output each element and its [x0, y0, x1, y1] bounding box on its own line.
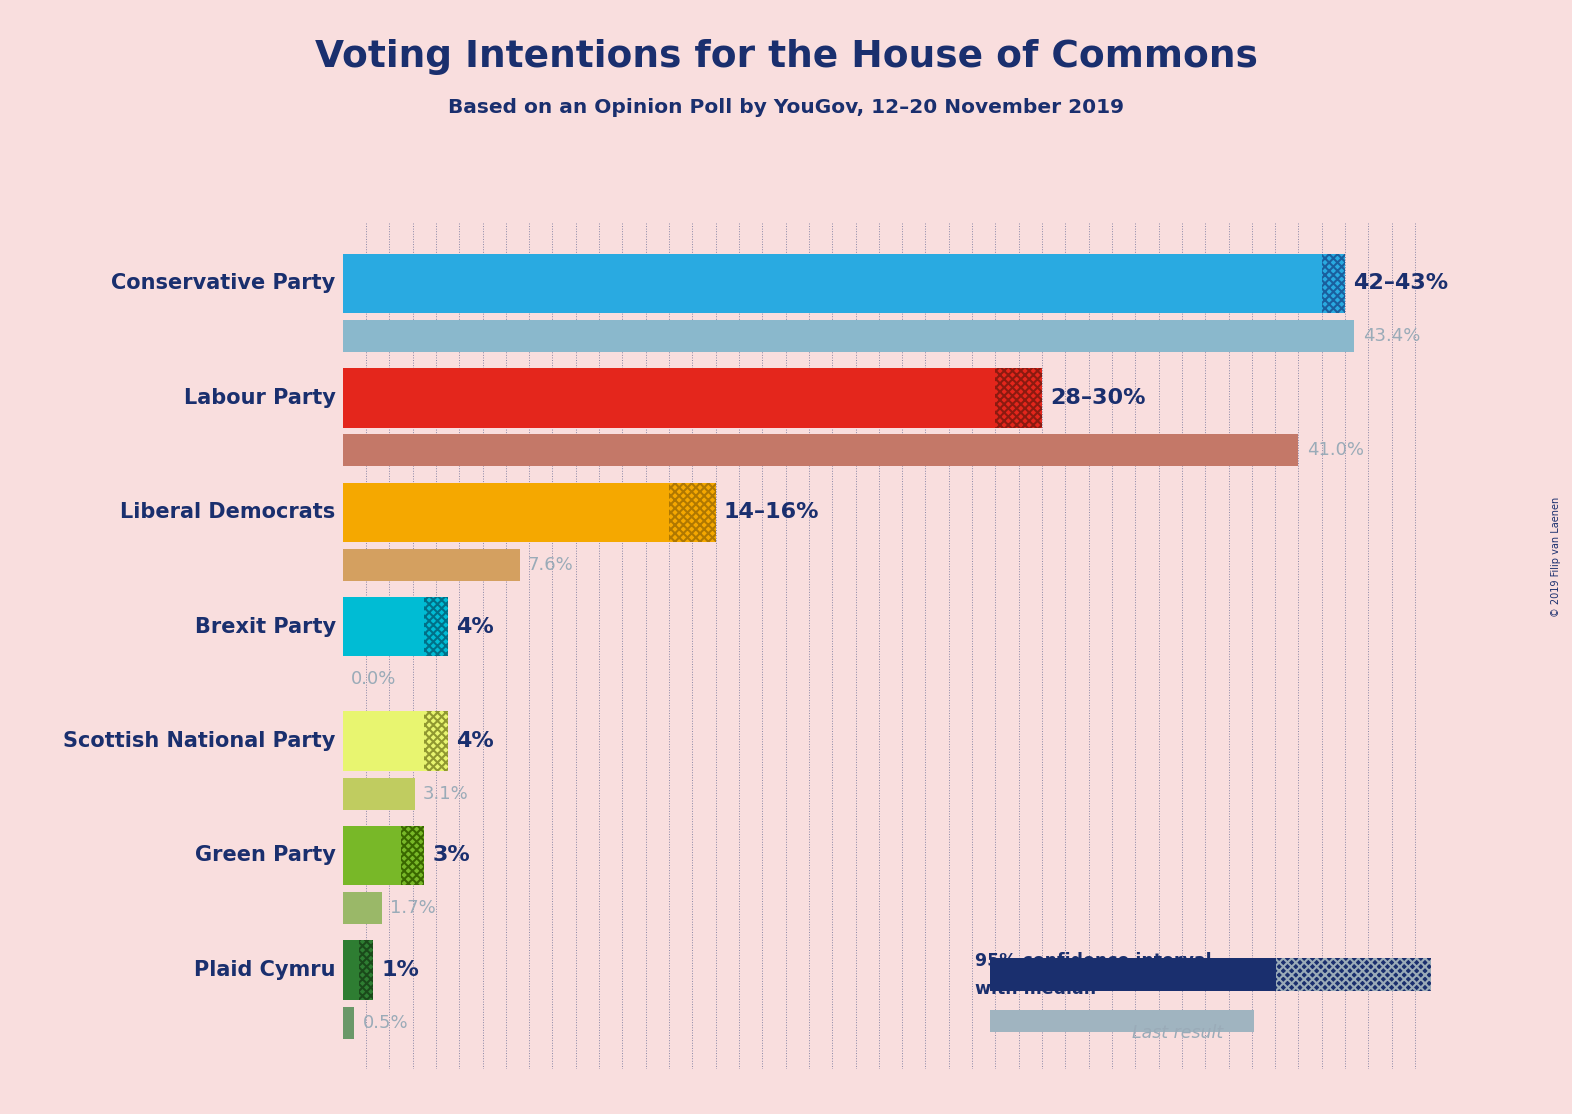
- Bar: [343, 712, 424, 771]
- Bar: [990, 958, 1276, 991]
- Text: 1%: 1%: [380, 960, 420, 980]
- Text: Conservative Party: Conservative Party: [112, 273, 336, 293]
- Bar: [343, 434, 1298, 467]
- Text: 3%: 3%: [432, 846, 470, 866]
- Text: 43.4%: 43.4%: [1363, 328, 1420, 345]
- Bar: [343, 368, 995, 428]
- Bar: [424, 597, 448, 656]
- Bar: [990, 1010, 1254, 1033]
- Bar: [358, 940, 373, 999]
- Bar: [343, 549, 520, 580]
- Bar: [995, 368, 1042, 428]
- Text: 1.7%: 1.7%: [390, 899, 435, 917]
- Bar: [343, 940, 358, 999]
- Text: © 2019 Filip van Laenen: © 2019 Filip van Laenen: [1552, 497, 1561, 617]
- Text: 41.0%: 41.0%: [1306, 441, 1363, 459]
- Bar: [401, 825, 424, 886]
- Text: with median: with median: [975, 980, 1096, 998]
- Bar: [670, 482, 715, 543]
- Bar: [424, 712, 448, 771]
- Text: 0.5%: 0.5%: [363, 1014, 409, 1032]
- Text: 4%: 4%: [456, 617, 494, 637]
- Bar: [1276, 958, 1431, 991]
- Text: 95% confidence interval: 95% confidence interval: [975, 952, 1212, 970]
- Bar: [343, 254, 1322, 313]
- Bar: [343, 892, 382, 925]
- Text: 4%: 4%: [456, 731, 494, 751]
- Text: Based on an Opinion Poll by YouGov, 12–20 November 2019: Based on an Opinion Poll by YouGov, 12–2…: [448, 98, 1124, 117]
- Text: 42–43%: 42–43%: [1353, 273, 1448, 293]
- Bar: [343, 1007, 354, 1038]
- Bar: [343, 778, 415, 810]
- Text: Voting Intentions for the House of Commons: Voting Intentions for the House of Commo…: [314, 39, 1258, 75]
- Text: Green Party: Green Party: [195, 846, 336, 866]
- Text: 7.6%: 7.6%: [528, 556, 574, 574]
- Text: 14–16%: 14–16%: [723, 502, 819, 522]
- Text: 0.0%: 0.0%: [351, 671, 396, 688]
- Text: 28–30%: 28–30%: [1050, 388, 1146, 408]
- Text: Scottish National Party: Scottish National Party: [63, 731, 336, 751]
- Bar: [343, 320, 1355, 352]
- Text: Brexit Party: Brexit Party: [195, 617, 336, 637]
- Bar: [343, 597, 424, 656]
- Bar: [343, 482, 670, 543]
- Text: Last result: Last result: [1132, 1024, 1223, 1042]
- Text: Plaid Cymru: Plaid Cymru: [195, 960, 336, 980]
- Text: 3.1%: 3.1%: [423, 784, 468, 803]
- Bar: [343, 825, 401, 886]
- Text: Liberal Democrats: Liberal Democrats: [121, 502, 336, 522]
- Bar: [1322, 254, 1346, 313]
- Text: Labour Party: Labour Party: [184, 388, 336, 408]
